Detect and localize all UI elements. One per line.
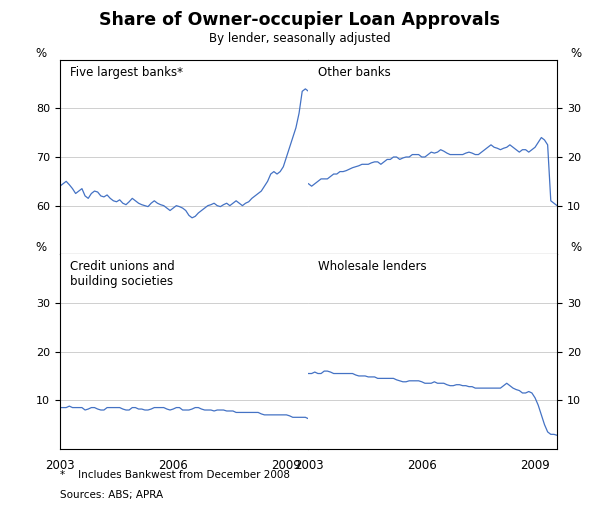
Text: %: %: [570, 241, 581, 254]
Text: By lender, seasonally adjusted: By lender, seasonally adjusted: [208, 32, 391, 45]
Text: Sources: ABS; APRA: Sources: ABS; APRA: [60, 490, 163, 500]
Text: Five largest banks*: Five largest banks*: [70, 65, 183, 78]
Text: Credit unions and
building societies: Credit unions and building societies: [70, 260, 174, 288]
Text: %: %: [36, 47, 47, 60]
Text: %: %: [570, 47, 581, 60]
Text: %: %: [36, 241, 47, 254]
Text: *    Includes Bankwest from December 2008: * Includes Bankwest from December 2008: [60, 470, 290, 480]
Text: Other banks: Other banks: [319, 65, 391, 78]
Text: Share of Owner-occupier Loan Approvals: Share of Owner-occupier Loan Approvals: [99, 11, 500, 30]
Text: Wholesale lenders: Wholesale lenders: [319, 260, 427, 273]
